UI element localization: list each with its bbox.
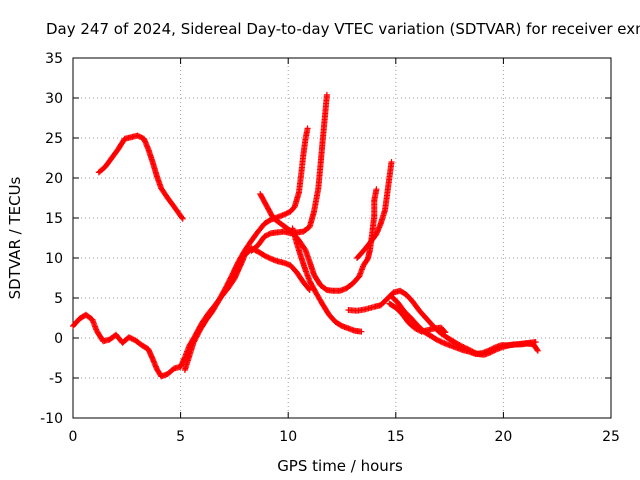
data-point xyxy=(442,329,449,336)
y-tick-label: 0 xyxy=(54,331,63,347)
data-point xyxy=(306,287,313,293)
y-tick-label: 30 xyxy=(45,91,63,107)
data-point xyxy=(358,328,365,335)
series-arc-2 xyxy=(95,132,186,222)
chart-title: Day 247 of 2024, Sidereal Day-to-day VTE… xyxy=(46,20,640,38)
data-point xyxy=(304,125,311,132)
x-axis-label: GPS time / hours xyxy=(277,457,403,475)
y-tick-label: 25 xyxy=(45,131,63,147)
data-point xyxy=(179,215,186,222)
data-point xyxy=(534,347,541,354)
series-arc-7 xyxy=(242,245,313,293)
x-tick-label: 0 xyxy=(69,429,78,445)
data-point xyxy=(534,346,541,353)
y-tick-label: 5 xyxy=(54,291,63,307)
y-tick-label: -5 xyxy=(49,371,63,387)
y-axis-label: SDTVAR / TECUs xyxy=(6,176,24,299)
y-tick-label: 20 xyxy=(45,171,63,187)
x-tick-label: 20 xyxy=(494,429,512,445)
y-tick-label: 35 xyxy=(45,51,63,67)
series-arc-9 xyxy=(345,287,539,358)
data-point xyxy=(441,328,448,335)
y-tick-label: -10 xyxy=(40,411,63,427)
data-point xyxy=(323,91,330,98)
grid-lines xyxy=(73,58,611,418)
series-arc-3 xyxy=(181,125,311,373)
y-tick-label: 15 xyxy=(45,211,63,227)
data-markers xyxy=(70,91,541,380)
series-arc-8 xyxy=(354,159,395,261)
series-arc-1 xyxy=(70,250,249,380)
data-point xyxy=(178,214,185,221)
axis-ticks: 0 5 10 15 20 25 -10 -5 0 5 10 15 20 25 30 35 xyxy=(40,51,620,445)
x-tick-label: 25 xyxy=(602,429,620,445)
series-arc-11 xyxy=(386,300,449,336)
data-point xyxy=(305,285,312,292)
y-tick-label: 10 xyxy=(45,251,63,267)
plot-frame xyxy=(72,57,612,419)
data-point xyxy=(373,186,380,193)
x-tick-label: 15 xyxy=(387,429,405,445)
data-point xyxy=(388,159,395,165)
x-tick-label: 10 xyxy=(279,429,297,445)
series-arc-10 xyxy=(388,293,541,357)
x-tick-label: 5 xyxy=(176,429,185,445)
series-arc-4 xyxy=(248,91,330,254)
